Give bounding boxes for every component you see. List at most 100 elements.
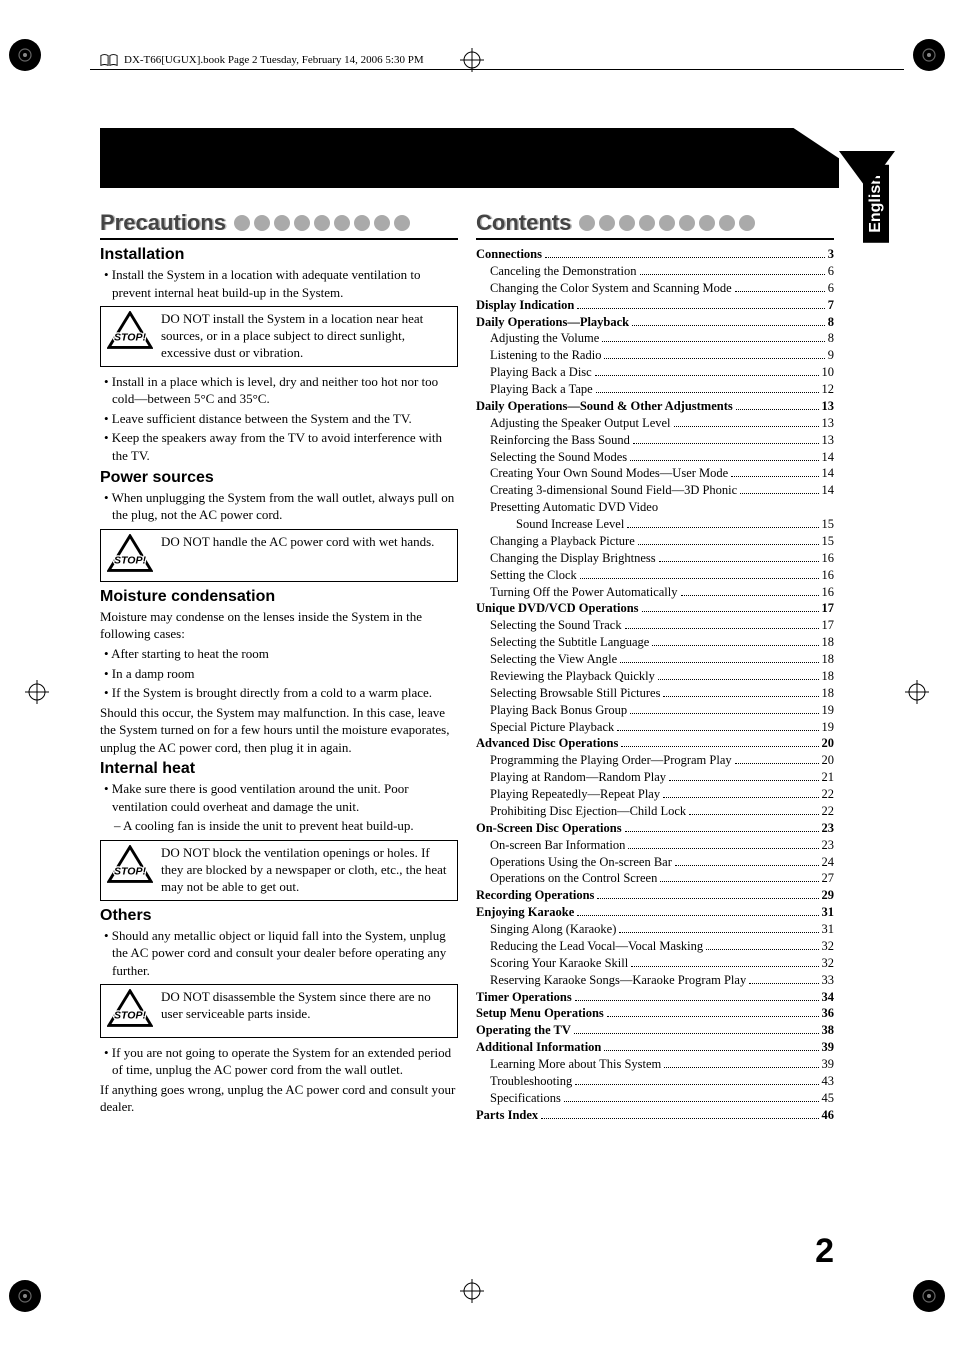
toc-label: Changing the Color System and Scanning M… [490,280,732,297]
toc-page-number: 15 [822,516,835,533]
reg-mark-tl [5,35,45,75]
toc-entry-section: Parts Index46 [476,1107,834,1124]
toc-leader [659,561,819,562]
reg-mark-tr [909,35,949,75]
toc-entry: Learning More about This System39 [476,1056,834,1073]
warning-box: STOP! STOP! DO NOT handle the AC power c… [100,529,458,582]
toc-page-number: 19 [822,719,835,736]
stop-warning-icon: STOP! STOP! [107,311,153,354]
toc-label: Unique DVD/VCD Operations [476,600,639,617]
toc-label: Canceling the Demonstration [490,263,637,280]
toc-page-number: 7 [828,297,834,314]
contents-column: Contents Connections3Canceling the Demon… [476,210,834,1124]
title-bar [100,128,839,188]
toc-page-number: 18 [822,634,835,651]
warning-box: STOP! STOP! DO NOT install the System in… [100,306,458,367]
svg-text:STOP!: STOP! [114,866,146,878]
toc-leader [617,730,818,731]
toc-entry: Reserving Karaoke Songs—Karaoke Program … [476,972,834,989]
toc-label: Scoring Your Karaoke Skill [490,955,628,972]
toc-leader [663,797,818,798]
toc-label: Recording Operations [476,887,594,904]
toc-leader [625,628,819,629]
toc-label: Special Picture Playback [490,719,614,736]
toc-page-number: 13 [822,398,835,415]
toc-page-number: 17 [822,600,835,617]
toc-page-number: 23 [822,820,835,837]
toc-label: Presetting Automatic DVD Video [490,499,658,516]
toc-leader [604,358,824,359]
toc-entry: Selecting the Sound Track17 [476,617,834,634]
toc-entry: Creating Your Own Sound Modes—User Mode1… [476,465,834,482]
warning-box: STOP! STOP! DO NOT block the ventilation… [100,840,458,901]
toc-label: Adjusting the Speaker Output Level [490,415,671,432]
toc-leader [545,257,825,258]
toc-entry: Adjusting the Volume8 [476,330,834,347]
toc-leader [638,544,819,545]
warning-box: STOP! STOP! DO NOT disassemble the Syste… [100,984,458,1037]
book-icon [100,53,118,67]
toc-page-number: 22 [822,786,835,803]
subsection-heading: Internal heat [100,760,458,778]
toc-entry: Playing Repeatedly—Repeat Play 22 [476,786,834,803]
toc-page-number: 31 [822,921,835,938]
toc-label: Operations on the Control Screen [490,870,657,887]
subsection-heading: Power sources [100,469,458,487]
toc-leader [604,1050,818,1051]
toc-page-number: 16 [822,550,835,567]
page-body: Precautions Installation• Install the Sy… [100,210,834,1124]
toc-leader [621,746,818,747]
toc-leader [620,662,818,663]
toc-page-number: 27 [822,870,835,887]
toc-entry: Special Picture Playback 19 [476,719,834,736]
toc-body: Connections3Canceling the Demonstration6… [476,246,834,1124]
toc-label: Setup Menu Operations [476,1005,604,1022]
toc-entry-section: Daily Operations—Playback8 [476,314,834,331]
warning-text: DO NOT disassemble the System since ther… [161,989,451,1023]
toc-page-number: 18 [822,685,835,702]
toc-entry-section: Recording Operations29 [476,887,834,904]
toc-page-number: 20 [822,752,835,769]
toc-label: Reinforcing the Bass Sound [490,432,630,449]
toc-entry: Presetting Automatic DVD Video [476,499,834,516]
body-paragraph: • When unplugging the System from the wa… [100,489,458,524]
toc-label: Playing Repeatedly—Repeat Play [490,786,660,803]
toc-leader [630,713,818,714]
toc-leader [575,1000,819,1001]
toc-entry: Selecting the View Angle18 [476,651,834,668]
body-paragraph: If anything goes wrong, unplug the AC po… [100,1081,458,1116]
toc-leader [749,983,818,984]
toc-entry: Programming the Playing Order—Program Pl… [476,752,834,769]
toc-label: Creating 3-dimensional Sound Field—3D Ph… [490,482,737,499]
toc-label: Creating Your Own Sound Modes—User Mode [490,465,728,482]
toc-leader [619,932,818,933]
toc-leader [663,696,818,697]
toc-label: Daily Operations—Sound & Other Adjustmen… [476,398,733,415]
toc-entry: Sound Increase Level15 [476,516,834,533]
toc-entry: Setting the Clock16 [476,567,834,584]
precautions-title-text: Precautions [100,210,226,236]
toc-label: Programming the Playing Order—Program Pl… [490,752,732,769]
toc-leader [674,426,819,427]
toc-label: Specifications [490,1090,561,1107]
toc-label: Reserving Karaoke Songs—Karaoke Program … [490,972,746,989]
toc-label: Adjusting the Volume [490,330,599,347]
toc-entry-section: On-Screen Disc Operations 23 [476,820,834,837]
svg-text:STOP!: STOP! [114,554,146,566]
toc-entry: Creating 3-dimensional Sound Field—3D Ph… [476,482,834,499]
toc-leader [577,308,824,309]
toc-entry: Operations Using the On-screen Bar24 [476,854,834,871]
toc-entry: Playing at Random—Random Play21 [476,769,834,786]
toc-leader [631,966,818,967]
toc-label: Enjoying Karaoke [476,904,574,921]
toc-entry-section: Additional Information39 [476,1039,834,1056]
toc-leader [577,915,818,916]
toc-entry: Selecting the Sound Modes14 [476,449,834,466]
toc-entry: Troubleshooting43 [476,1073,834,1090]
toc-page-number: 43 [822,1073,835,1090]
toc-label: On-Screen Disc Operations [476,820,622,837]
toc-leader [541,1118,818,1119]
toc-leader [575,1084,818,1085]
toc-page-number: 38 [822,1022,835,1039]
toc-page-number: 36 [822,1005,835,1022]
